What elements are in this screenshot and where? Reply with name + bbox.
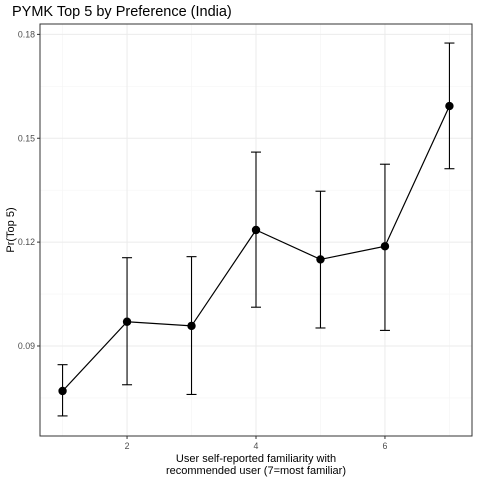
y-tick-label: 0.09 — [18, 341, 35, 351]
data-point — [445, 102, 453, 110]
y-tick-label: 0.12 — [18, 237, 35, 247]
x-tick-label: 2 — [125, 441, 130, 451]
data-point — [381, 242, 389, 250]
data-point — [187, 322, 195, 330]
data-point — [316, 255, 324, 263]
data-point — [58, 387, 66, 395]
x-axis-label-line-2: recommended user (7=most familiar) — [166, 465, 346, 477]
data-point — [123, 318, 131, 326]
y-axis-label: Pr(Top 5) — [5, 207, 17, 252]
axis-ticks: 2 4 6 0.09 0.12 0.15 0.18 — [18, 29, 388, 451]
x-tick-label: 6 — [383, 441, 388, 451]
y-tick-label: 0.15 — [18, 133, 35, 143]
x-axis-label-line-1: User self-reported familiarity with — [176, 453, 336, 465]
y-tick-label: 0.18 — [18, 29, 35, 39]
x-tick-label: 4 — [254, 441, 259, 451]
data-point — [252, 226, 260, 234]
chart-title: PYMK Top 5 by Preference (India) — [12, 4, 232, 20]
